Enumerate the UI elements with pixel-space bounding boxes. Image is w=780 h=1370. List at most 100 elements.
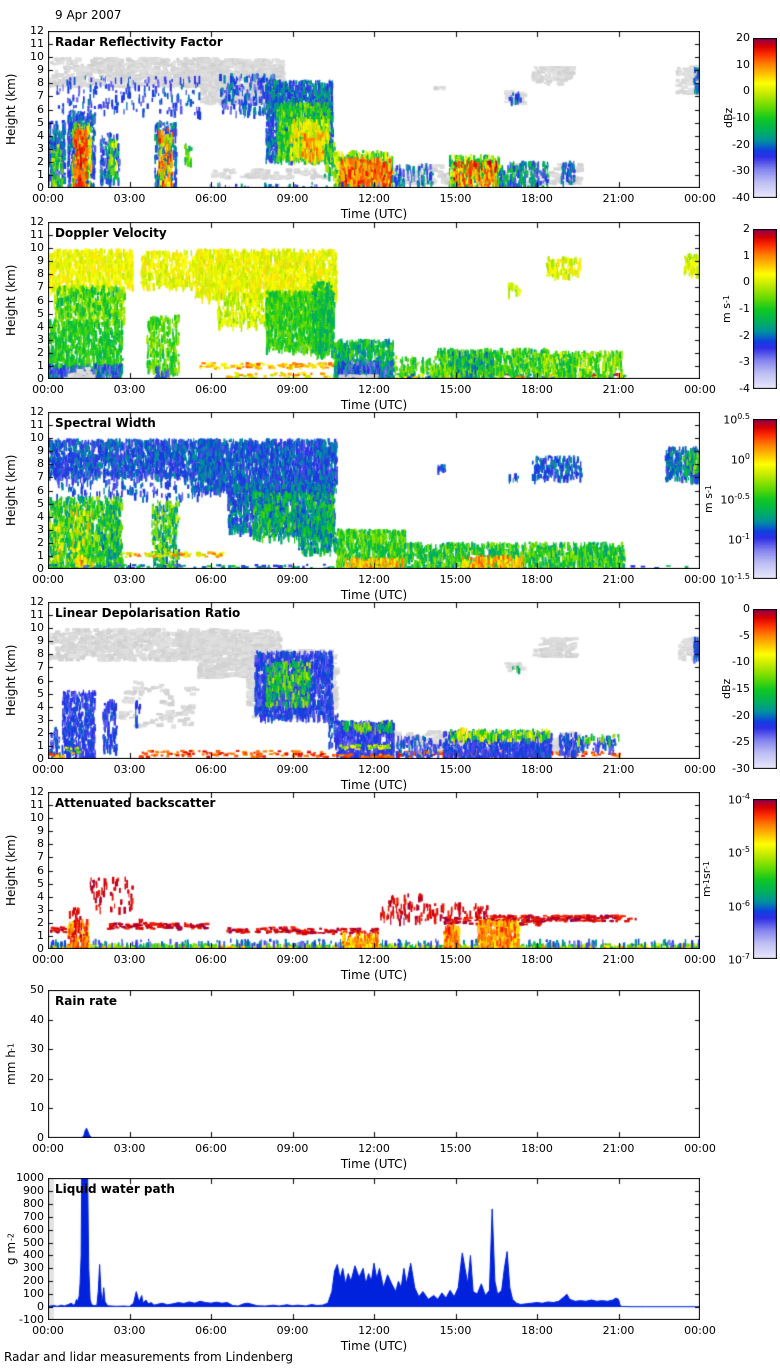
colorbar-tick-label: -5 xyxy=(739,628,750,642)
figure-caption: Radar and lidar measurements from Linden… xyxy=(4,1350,294,1364)
x-tick-label: 00:00 xyxy=(684,192,716,205)
y-tick-label: 7 xyxy=(37,850,44,864)
y-tick-label: 10 xyxy=(30,1101,44,1115)
x-tick-label: 18:00 xyxy=(521,383,553,396)
y-tick-label: 6 xyxy=(37,293,44,307)
y-tick-label: 9 xyxy=(37,444,44,458)
y-tick-label: 3 xyxy=(37,522,44,536)
x-tick-label: 03:00 xyxy=(113,1142,146,1155)
y-tick-label: 12 xyxy=(30,405,44,418)
y-tick-label: 20 xyxy=(30,1071,44,1085)
x-axis-label: Time (UTC) xyxy=(340,398,408,412)
spectral-width-heatmap xyxy=(48,412,700,569)
y-tick-label: 700 xyxy=(23,1209,44,1223)
x-tick-label: 03:00 xyxy=(113,192,146,205)
x-axis-label: Time (UTC) xyxy=(340,968,408,982)
x-tick-label: 12:00 xyxy=(358,1142,390,1155)
y-tick-label: 10 xyxy=(30,811,44,825)
x-tick-label: 03:00 xyxy=(113,383,146,396)
colorbar-tick-label: 10-5 xyxy=(728,845,750,860)
y-tick-label: 9 xyxy=(37,254,44,268)
y-tick-label: 5 xyxy=(37,115,44,129)
y-tick-label: 0 xyxy=(37,372,44,385)
y-tick-label: 2 xyxy=(37,154,44,168)
x-tick-label: 15:00 xyxy=(439,763,472,776)
y-tick-label: 8 xyxy=(37,647,44,661)
y-tick-label: 5 xyxy=(37,876,44,890)
y-tick-label: 12 xyxy=(30,215,44,228)
y-tick-label: 8 xyxy=(37,837,44,851)
x-tick-label: 18:00 xyxy=(521,953,553,966)
x-tick-label: 12:00 xyxy=(358,192,390,205)
panel-title-radar-reflectivity: Radar Reflectivity Factor xyxy=(55,35,223,49)
y-tick-label: 500 xyxy=(23,1235,44,1249)
y-tick-label: 2 xyxy=(37,915,44,929)
x-tick-label: 06:00 xyxy=(195,383,227,396)
x-tick-label: 12:00 xyxy=(358,1324,390,1337)
x-tick-label: 09:00 xyxy=(276,1324,309,1337)
colorbar-tick-label: 10-1.5 xyxy=(720,572,750,587)
colorbar-tick-label: 1 xyxy=(743,248,750,262)
x-tick-label: 06:00 xyxy=(195,1142,227,1155)
x-tick-label: 00:00 xyxy=(32,1324,64,1337)
y-tick-label: 2 xyxy=(37,345,44,359)
y-tick-label: 9 xyxy=(37,634,44,648)
y-tick-label: 11 xyxy=(30,608,44,622)
colorbar-doppler-velocity xyxy=(753,229,777,389)
panel-title-doppler-velocity: Doppler Velocity xyxy=(55,226,167,240)
colorbar-tick-label: 2 xyxy=(743,222,750,235)
x-tick-label: 06:00 xyxy=(195,192,227,205)
colorbar-tick-label: 10-4 xyxy=(728,792,750,807)
panel-title-spectral-width: Spectral Width xyxy=(55,416,156,430)
y-tick-label: 12 xyxy=(30,595,44,608)
y-tick-label: 6 xyxy=(37,673,44,687)
x-tick-label: 09:00 xyxy=(276,383,309,396)
y-tick-label: 7 xyxy=(37,660,44,674)
x-tick-label: 00:00 xyxy=(32,573,64,586)
colorbar-tick-label: -30 xyxy=(732,164,750,178)
colorbar-tick-label: 10 xyxy=(736,57,750,71)
y-tick-label: 200 xyxy=(23,1274,44,1288)
attenuated-backscatter-heatmap xyxy=(48,792,700,949)
y-tick-label: 10 xyxy=(30,621,44,635)
y-tick-label: 1 xyxy=(37,167,44,181)
x-tick-label: 21:00 xyxy=(602,1142,635,1155)
x-tick-label: 03:00 xyxy=(113,763,146,776)
colorbar-tick-label: -20 xyxy=(732,708,750,722)
colorbar-spectral-width xyxy=(753,419,777,579)
x-tick-label: 21:00 xyxy=(602,953,635,966)
panel-title-ldr: Linear Depolarisation Ratio xyxy=(55,606,241,620)
date-label: 9 Apr 2007 xyxy=(55,8,122,22)
colorbar-backscatter xyxy=(753,799,777,959)
y-tick-label: 3 xyxy=(37,332,44,346)
x-tick-label: 21:00 xyxy=(602,192,635,205)
y-tick-label: 1 xyxy=(37,548,44,562)
y-tick-label: 50 xyxy=(30,983,44,996)
x-tick-label: 00:00 xyxy=(32,383,64,396)
y-tick-label: 1000 xyxy=(16,1171,44,1184)
x-tick-label: 00:00 xyxy=(684,763,716,776)
y-tick-label: 5 xyxy=(37,686,44,700)
x-tick-label: 00:00 xyxy=(32,953,64,966)
colorbar-tick-label: -40 xyxy=(732,191,750,204)
y-tick-label: 800 xyxy=(23,1196,44,1210)
x-tick-label: 00:00 xyxy=(684,383,716,396)
rain-rate-plot xyxy=(48,990,700,1138)
x-tick-label: 12:00 xyxy=(358,573,390,586)
x-tick-label: 03:00 xyxy=(113,1324,146,1337)
x-tick-label: 18:00 xyxy=(521,573,553,586)
x-tick-label: 00:00 xyxy=(32,763,64,776)
y-tick-label: 4 xyxy=(37,128,44,142)
x-tick-label: 00:00 xyxy=(684,1142,716,1155)
y-tick-label: 7 xyxy=(37,280,44,294)
colorbar-tick-label: -10 xyxy=(732,655,750,669)
y-tick-label: 30 xyxy=(30,1042,44,1056)
x-tick-label: 09:00 xyxy=(276,573,309,586)
y-tick-label: 4 xyxy=(37,509,44,523)
y-tick-label: 9 xyxy=(37,63,44,77)
y-tick-label: 1 xyxy=(37,358,44,372)
y-tick-label: 4 xyxy=(37,699,44,713)
y-tick-label: 40 xyxy=(30,1012,44,1026)
y-tick-label: 4 xyxy=(37,889,44,903)
y-tick-label: 7 xyxy=(37,89,44,103)
